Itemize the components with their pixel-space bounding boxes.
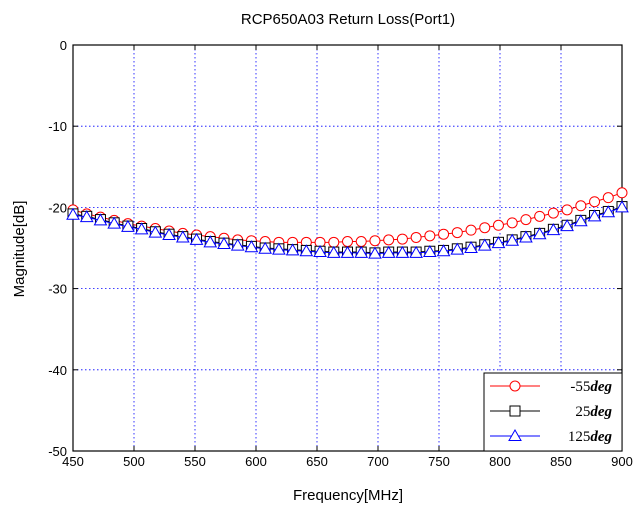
legend-label: -55deg bbox=[570, 379, 612, 395]
data-point bbox=[79, 210, 94, 223]
data-point bbox=[451, 227, 463, 239]
data-point bbox=[410, 231, 422, 243]
data-point bbox=[217, 236, 231, 249]
data-point bbox=[587, 209, 602, 222]
x-tick-labels: 450 500 550 600 650 700 750 800 850 900 bbox=[62, 454, 633, 469]
data-point bbox=[491, 236, 506, 249]
legend-marker bbox=[508, 428, 522, 441]
data-point bbox=[107, 216, 122, 229]
legend-marker bbox=[509, 380, 521, 392]
data-point bbox=[258, 241, 273, 254]
data-point bbox=[479, 222, 491, 234]
data-point bbox=[203, 235, 218, 248]
legend-marker bbox=[509, 405, 521, 417]
data-point bbox=[589, 196, 601, 208]
data-point bbox=[381, 245, 396, 258]
data-point bbox=[244, 240, 259, 253]
data-point bbox=[299, 244, 314, 257]
data-point bbox=[369, 235, 381, 247]
data-point bbox=[422, 245, 437, 258]
data-point bbox=[162, 228, 176, 241]
data-point bbox=[560, 219, 574, 232]
data-point bbox=[313, 245, 327, 258]
data-point bbox=[328, 236, 340, 248]
y-tick-labels: 0 -10 -20 -30 -40 -50 bbox=[48, 38, 67, 459]
y-axis-label: Magnitude[dB] bbox=[11, 201, 28, 298]
data-point bbox=[148, 225, 163, 238]
data-point bbox=[464, 240, 478, 253]
x-axis-label: Frequency[MHz] bbox=[293, 487, 403, 504]
data-point bbox=[409, 245, 423, 258]
x-tick-label: 650 bbox=[306, 454, 328, 469]
data-point bbox=[396, 233, 408, 245]
x-tick-label: 850 bbox=[550, 454, 572, 469]
data-point bbox=[506, 217, 518, 229]
legend-entry: 125deg bbox=[490, 428, 613, 445]
series-layer bbox=[66, 187, 629, 259]
y-tick-label: 0 bbox=[60, 38, 67, 53]
data-point bbox=[602, 192, 614, 204]
y-tick-label: -40 bbox=[48, 363, 67, 378]
data-point bbox=[134, 222, 149, 235]
x-tick-label: 700 bbox=[367, 454, 389, 469]
data-point bbox=[121, 219, 135, 232]
legend: -55deg 25deg 125deg bbox=[483, 372, 623, 452]
x-tick-label: 550 bbox=[184, 454, 206, 469]
data-point bbox=[519, 230, 533, 243]
data-point bbox=[505, 233, 520, 246]
data-point bbox=[561, 204, 573, 216]
data-point bbox=[616, 187, 628, 199]
y-tick-label: -50 bbox=[48, 444, 67, 459]
data-point bbox=[355, 236, 367, 248]
data-point bbox=[615, 200, 629, 213]
data-point bbox=[465, 224, 477, 236]
x-tick-label: 800 bbox=[489, 454, 511, 469]
data-point bbox=[285, 243, 300, 256]
y-tick-label: -10 bbox=[48, 119, 67, 134]
legend-label: 25deg bbox=[575, 404, 612, 420]
x-tick-label: 750 bbox=[428, 454, 450, 469]
data-point bbox=[189, 232, 204, 245]
data-point bbox=[368, 246, 382, 259]
data-point bbox=[436, 244, 451, 257]
legend-entry: -55deg bbox=[490, 379, 612, 395]
data-point bbox=[575, 200, 587, 212]
data-point bbox=[424, 230, 436, 242]
data-point bbox=[520, 214, 532, 226]
data-point bbox=[534, 210, 546, 222]
data-point bbox=[546, 223, 561, 236]
y-tick-label: -30 bbox=[48, 282, 67, 297]
data-point bbox=[342, 236, 353, 248]
grid-lines bbox=[73, 45, 622, 451]
x-tick-label: 900 bbox=[611, 454, 633, 469]
series-triangle bbox=[66, 200, 629, 259]
data-point bbox=[477, 238, 492, 251]
y-tick-label: -20 bbox=[48, 200, 67, 215]
data-point bbox=[175, 230, 190, 243]
data-point bbox=[601, 205, 616, 218]
plot-frame bbox=[72, 44, 623, 452]
data-point bbox=[450, 242, 465, 255]
x-tick-label: 600 bbox=[245, 454, 267, 469]
data-point bbox=[573, 214, 588, 227]
data-point bbox=[326, 245, 341, 258]
chart-title: RCP650A03 Return Loss(Port1) bbox=[241, 11, 455, 28]
data-point bbox=[492, 219, 504, 231]
legend-entry: 25deg bbox=[490, 404, 612, 420]
data-point bbox=[340, 245, 355, 258]
data-point bbox=[532, 227, 547, 240]
data-point bbox=[547, 207, 559, 219]
data-point bbox=[66, 207, 80, 220]
data-point bbox=[354, 245, 369, 258]
x-tick-label: 450 bbox=[62, 454, 84, 469]
data-point bbox=[395, 245, 410, 258]
data-point bbox=[383, 234, 395, 246]
data-point bbox=[230, 238, 245, 251]
x-tick-label: 500 bbox=[123, 454, 145, 469]
data-point bbox=[438, 228, 450, 240]
legend-label: 125deg bbox=[568, 429, 613, 445]
data-point bbox=[272, 242, 286, 255]
data-point bbox=[93, 213, 108, 226]
